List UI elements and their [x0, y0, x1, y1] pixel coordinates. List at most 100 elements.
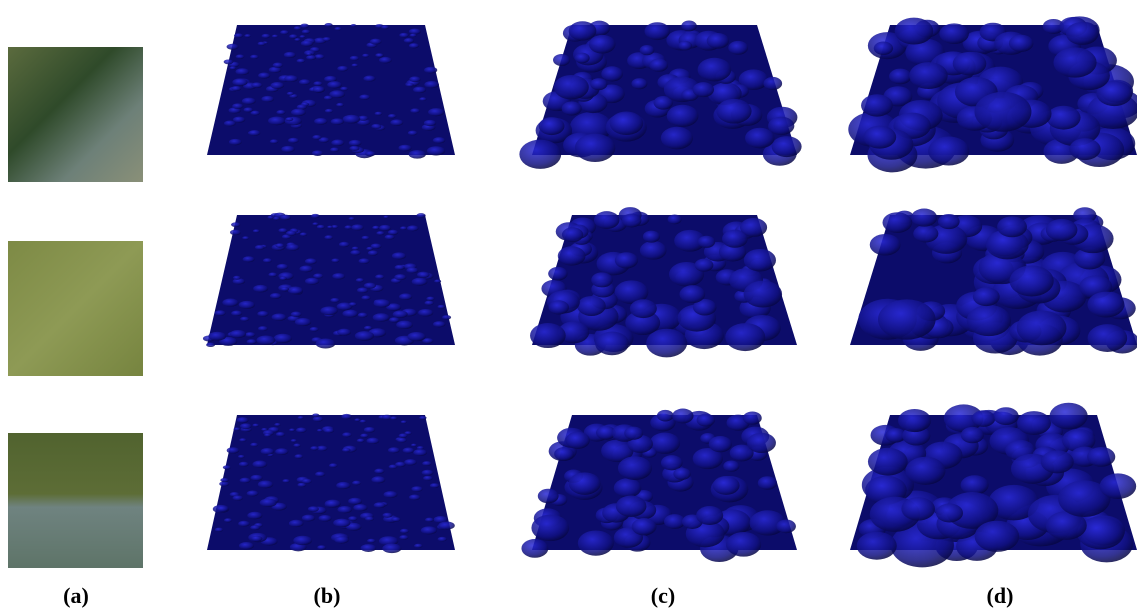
surface-bump — [411, 486, 422, 492]
surface-bump — [396, 321, 413, 329]
surface-bump — [747, 433, 776, 453]
surface-bump — [905, 457, 945, 485]
figure: (a) (b) (c) (d) — [0, 0, 1137, 613]
surface-bump — [394, 274, 406, 280]
surface-bump — [601, 66, 623, 81]
surface-bump — [424, 301, 433, 306]
surface-bump — [276, 432, 285, 437]
surface-bump — [280, 277, 287, 281]
surface-bump — [693, 82, 714, 97]
surface-bump — [224, 518, 232, 522]
surface-bump — [375, 275, 384, 280]
surface-bump — [229, 66, 236, 69]
surface-bump — [291, 439, 297, 442]
surface-bump — [352, 247, 359, 251]
surface-bump — [329, 90, 345, 98]
surface-bump — [407, 225, 419, 231]
surface-bump — [913, 225, 938, 243]
surface-bump — [395, 265, 405, 270]
surface-bump — [339, 242, 350, 247]
surfaces — [203, 16, 1137, 567]
surface-bump — [618, 456, 652, 480]
surface-bump — [251, 82, 262, 88]
surface-bump — [320, 306, 337, 315]
surface-bump — [418, 309, 433, 317]
surface-bump — [562, 101, 582, 115]
surface-bump — [312, 222, 318, 225]
surface-bump — [744, 249, 776, 272]
surface-bump — [390, 416, 397, 420]
surface-bump — [974, 92, 1031, 132]
surface-bump — [334, 536, 349, 543]
surface-bump — [530, 323, 566, 348]
surface-bump — [758, 476, 777, 489]
surface-bump — [632, 518, 657, 535]
surface-bump — [565, 432, 589, 449]
surface-bump — [379, 225, 391, 231]
surface-bump — [288, 287, 303, 295]
surface-bump — [645, 22, 671, 40]
surface-bump — [344, 225, 352, 229]
surface-bump — [393, 310, 408, 317]
surface-bump — [374, 469, 384, 474]
surface-bump — [234, 33, 243, 38]
surface-bump — [341, 414, 352, 419]
surface-bump — [624, 427, 643, 440]
surface-bump — [365, 517, 374, 521]
panel-label: (d) — [987, 583, 1014, 608]
surface-bump — [667, 105, 699, 127]
surface-bump — [305, 258, 317, 264]
surface-bump — [313, 87, 325, 93]
surface-bump — [403, 448, 415, 454]
surface-bump — [661, 127, 693, 150]
surface-bump — [401, 420, 407, 423]
surface-bump — [317, 225, 325, 229]
surface-bump — [657, 410, 674, 422]
surface-bump — [404, 459, 417, 465]
surface-bump — [1009, 35, 1034, 52]
surface-bump — [250, 55, 258, 59]
surface-bump — [416, 213, 425, 218]
surface-bump — [237, 417, 249, 423]
surface-bump — [385, 235, 395, 240]
surface-bump — [640, 241, 667, 260]
surface-bump — [330, 148, 339, 152]
surface-bump — [284, 52, 296, 58]
surface-bump — [280, 30, 289, 34]
surface-bump — [222, 299, 238, 307]
surface-bump — [293, 444, 300, 448]
surface-bump — [314, 118, 327, 125]
surface-bump — [372, 226, 379, 230]
surface-bump — [294, 38, 300, 41]
surface-bump — [744, 281, 782, 308]
surface-bump — [438, 521, 455, 529]
surface-bump — [424, 120, 436, 126]
surface-bump — [1046, 219, 1078, 241]
surface-bump — [594, 211, 619, 229]
surface-bump — [317, 545, 326, 549]
surface-bump — [409, 29, 421, 35]
surface-bump — [1009, 265, 1053, 296]
surface-bump — [359, 258, 370, 264]
surface-bump — [397, 438, 407, 443]
surface-bump — [577, 296, 606, 316]
surface-bump — [382, 544, 401, 554]
surface-bump — [374, 502, 386, 508]
surface-bump — [337, 329, 351, 336]
surface-bump — [993, 407, 1018, 425]
page: (a) (b) (c) (d) (() => { const data = JS… — [0, 0, 1137, 613]
surface-bump — [242, 236, 249, 239]
surface-bump — [438, 305, 446, 309]
surface-bump — [302, 515, 315, 522]
surface-bump — [367, 438, 380, 444]
surface-bump — [390, 119, 403, 125]
surface-bump — [362, 54, 369, 58]
surface-bump — [284, 75, 298, 82]
surface-bump — [270, 293, 282, 299]
surface-bump — [399, 145, 412, 152]
surface-bump — [360, 420, 367, 423]
surface-bump — [695, 259, 714, 272]
surface-bump — [319, 515, 332, 522]
surface-bump — [334, 27, 341, 31]
surface-bump — [421, 526, 437, 534]
